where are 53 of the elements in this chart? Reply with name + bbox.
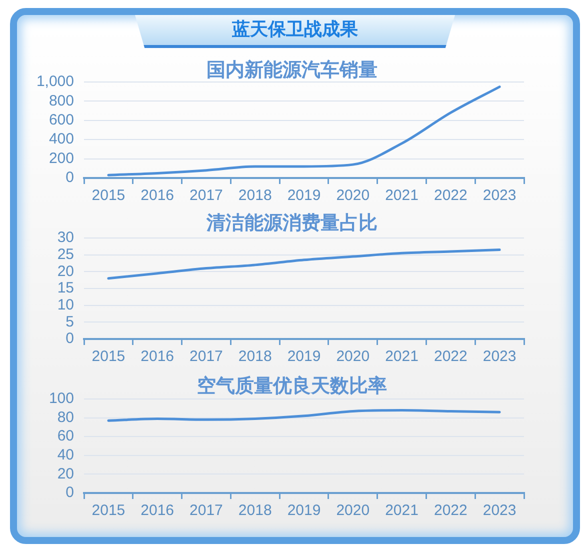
y-tick-label: 1,000 bbox=[36, 73, 74, 90]
x-tick-label: 2015 bbox=[92, 348, 126, 366]
y-tick-label: 0 bbox=[66, 169, 74, 186]
chart-subtitle: 国内新能源汽车销量 bbox=[206, 59, 378, 82]
x-tick-label: 2018 bbox=[238, 348, 272, 366]
line-series bbox=[107, 86, 501, 176]
chart-title: 空气质量优良天数比率 bbox=[197, 375, 387, 398]
y-tick-label: 100 bbox=[48, 390, 74, 408]
x-tick-label: 2022 bbox=[434, 502, 468, 520]
line-series bbox=[107, 409, 501, 422]
x-tick-label: 2021 bbox=[385, 187, 418, 204]
x-tick-label: 2023 bbox=[482, 348, 516, 366]
chart-title: 蓝天保卫战成果 bbox=[231, 18, 359, 41]
x-tick-label: 2015 bbox=[92, 187, 126, 204]
x-tick-label: 2018 bbox=[238, 502, 272, 520]
y-tick-label: 5 bbox=[66, 313, 74, 330]
x-tick-label: 2023 bbox=[482, 187, 516, 204]
x-tick-label: 2020 bbox=[336, 348, 370, 366]
x-tick-label: 2017 bbox=[190, 502, 223, 520]
x-tick-label: 2017 bbox=[190, 187, 223, 204]
x-tick-label: 2021 bbox=[385, 502, 418, 520]
y-tick-label: 20 bbox=[57, 465, 74, 482]
y-tick-label: 800 bbox=[48, 92, 74, 110]
x-tick-label: 2022 bbox=[434, 187, 468, 204]
line-series bbox=[107, 248, 501, 280]
x-tick-label: 2019 bbox=[287, 187, 321, 204]
x-tick-label: 2015 bbox=[92, 502, 126, 520]
y-tick-label: 30 bbox=[57, 229, 74, 246]
x-tick-label: 2020 bbox=[336, 187, 370, 204]
x-tick-label: 2020 bbox=[336, 502, 370, 520]
x-tick-label: 2021 bbox=[385, 348, 418, 366]
y-tick-label: 10 bbox=[57, 296, 74, 314]
y-tick-label: 60 bbox=[57, 428, 74, 445]
y-tick-label: 15 bbox=[57, 280, 74, 297]
x-tick-label: 2016 bbox=[140, 502, 174, 520]
y-tick-label: 200 bbox=[48, 150, 74, 167]
x-tick-label: 2017 bbox=[190, 348, 223, 366]
y-tick-label: 40 bbox=[57, 446, 74, 464]
x-tick-label: 2018 bbox=[238, 187, 272, 204]
y-tick-label: 25 bbox=[57, 246, 74, 263]
x-tick-label: 2016 bbox=[140, 187, 174, 204]
y-tick-label: 0 bbox=[66, 330, 74, 348]
x-tick-label: 2019 bbox=[287, 502, 321, 520]
y-tick-label: 0 bbox=[66, 484, 74, 502]
x-tick-label: 2022 bbox=[434, 348, 468, 366]
x-tick-label: 2016 bbox=[140, 348, 174, 366]
y-tick-label: 400 bbox=[48, 130, 74, 148]
y-tick-label: 20 bbox=[57, 262, 74, 280]
x-tick-label: 2023 bbox=[482, 502, 516, 520]
y-tick-label: 600 bbox=[48, 112, 74, 129]
y-tick-label: 80 bbox=[57, 408, 74, 426]
chart-title: 清洁能源消费量占比 bbox=[206, 212, 378, 234]
x-tick-label: 2019 bbox=[287, 348, 321, 366]
